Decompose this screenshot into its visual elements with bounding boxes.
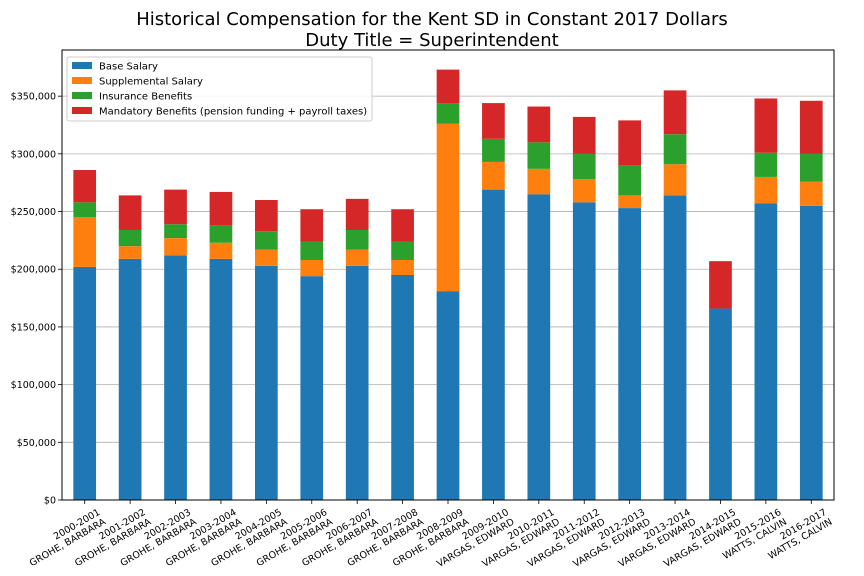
bar-segment <box>164 255 187 500</box>
bar-segment <box>754 152 778 177</box>
bar-segment <box>345 230 369 250</box>
bar-segment <box>572 153 596 180</box>
legend-label: Base Salary <box>99 62 158 73</box>
bar-segment <box>527 142 551 169</box>
legend-label: Mandatory Benefits (pension funding + pa… <box>99 107 367 118</box>
bar-segment <box>73 217 97 267</box>
legend-swatch <box>72 77 92 84</box>
bar-segment <box>118 258 142 500</box>
bar-segment <box>391 275 414 500</box>
bar-segment <box>709 261 732 309</box>
bar-segment <box>799 205 823 500</box>
bar-segment <box>391 260 414 275</box>
legend-swatch <box>72 107 92 114</box>
bar-segment <box>345 249 369 266</box>
legend-swatch <box>72 62 92 69</box>
bar-segment <box>754 176 778 204</box>
y-tick-label: $300,000 <box>11 149 56 160</box>
bar-segment <box>300 209 324 242</box>
legend-swatch <box>72 92 92 99</box>
bar-segment <box>482 189 505 500</box>
bar-segment <box>255 265 278 500</box>
bar-segment <box>73 170 97 203</box>
bar-segment <box>436 69 460 104</box>
bar-segment <box>482 138 505 162</box>
bar-segment <box>391 241 414 260</box>
bar-segment <box>118 230 142 247</box>
bar-segment <box>436 291 460 500</box>
chart-subtitle: Duty Title = Superintendent <box>305 30 559 51</box>
bar-segment <box>482 161 505 190</box>
legend-label: Insurance Benefits <box>99 92 192 103</box>
bar-segment <box>663 90 687 135</box>
bar-segment <box>255 249 278 266</box>
bar-segment <box>300 260 324 277</box>
y-tick-label: $350,000 <box>11 92 56 103</box>
bar-segment <box>164 238 187 256</box>
bar-segment <box>391 209 414 242</box>
bar-segment <box>754 98 778 153</box>
bar-segment <box>300 276 324 500</box>
bar-segment <box>209 191 233 226</box>
bar-segment <box>73 266 97 500</box>
bar-segment <box>164 189 187 225</box>
bar-segment <box>527 194 551 500</box>
bar-segment <box>209 225 233 243</box>
bar-segment <box>663 134 687 165</box>
bar-segment <box>799 153 823 182</box>
chart-title: Historical Compensation for the Kent SD … <box>136 9 728 30</box>
bar-segment <box>709 308 732 500</box>
bar-segment <box>436 103 460 124</box>
bar-segment <box>799 100 823 154</box>
bar-segment <box>572 179 596 203</box>
bar-segment <box>255 200 278 232</box>
bar-segment <box>118 246 142 259</box>
bar-segment <box>572 116 596 154</box>
bar-segment <box>482 103 505 139</box>
bar-segment <box>209 242 233 259</box>
bar-segment <box>527 168 551 195</box>
bar-segment <box>754 203 778 500</box>
bar-segment <box>118 195 142 230</box>
bar-segment <box>345 265 369 500</box>
bar-segment <box>799 181 823 206</box>
bar-segment <box>255 231 278 250</box>
y-tick-label: $250,000 <box>11 207 56 218</box>
bar-segment <box>527 106 551 143</box>
legend-box <box>66 56 373 122</box>
y-tick-label: $100,000 <box>11 380 56 391</box>
bar-segment <box>436 123 460 292</box>
y-tick-label: $200,000 <box>11 265 56 276</box>
bar-segment <box>73 202 97 218</box>
bar-segment <box>164 224 187 239</box>
plot-frame <box>61 49 835 501</box>
bar-segment <box>618 195 641 209</box>
legend-label: Supplemental Salary <box>99 77 203 88</box>
y-tick-label: $150,000 <box>11 322 56 333</box>
y-tick-label: $50,000 <box>17 438 56 449</box>
bar-segment <box>618 165 641 196</box>
bar-segment <box>572 202 596 501</box>
bar-segment <box>209 258 233 500</box>
bar-segment <box>618 208 641 501</box>
y-tick-label: $0 <box>44 496 56 507</box>
bar-segment <box>345 198 369 230</box>
bar-segment <box>663 195 687 500</box>
x-tick-label: 2000-2001GROHE, BARBARA <box>22 507 108 569</box>
bar-segment <box>663 164 687 196</box>
bar-segment <box>618 120 641 166</box>
bar-segment <box>300 241 324 260</box>
